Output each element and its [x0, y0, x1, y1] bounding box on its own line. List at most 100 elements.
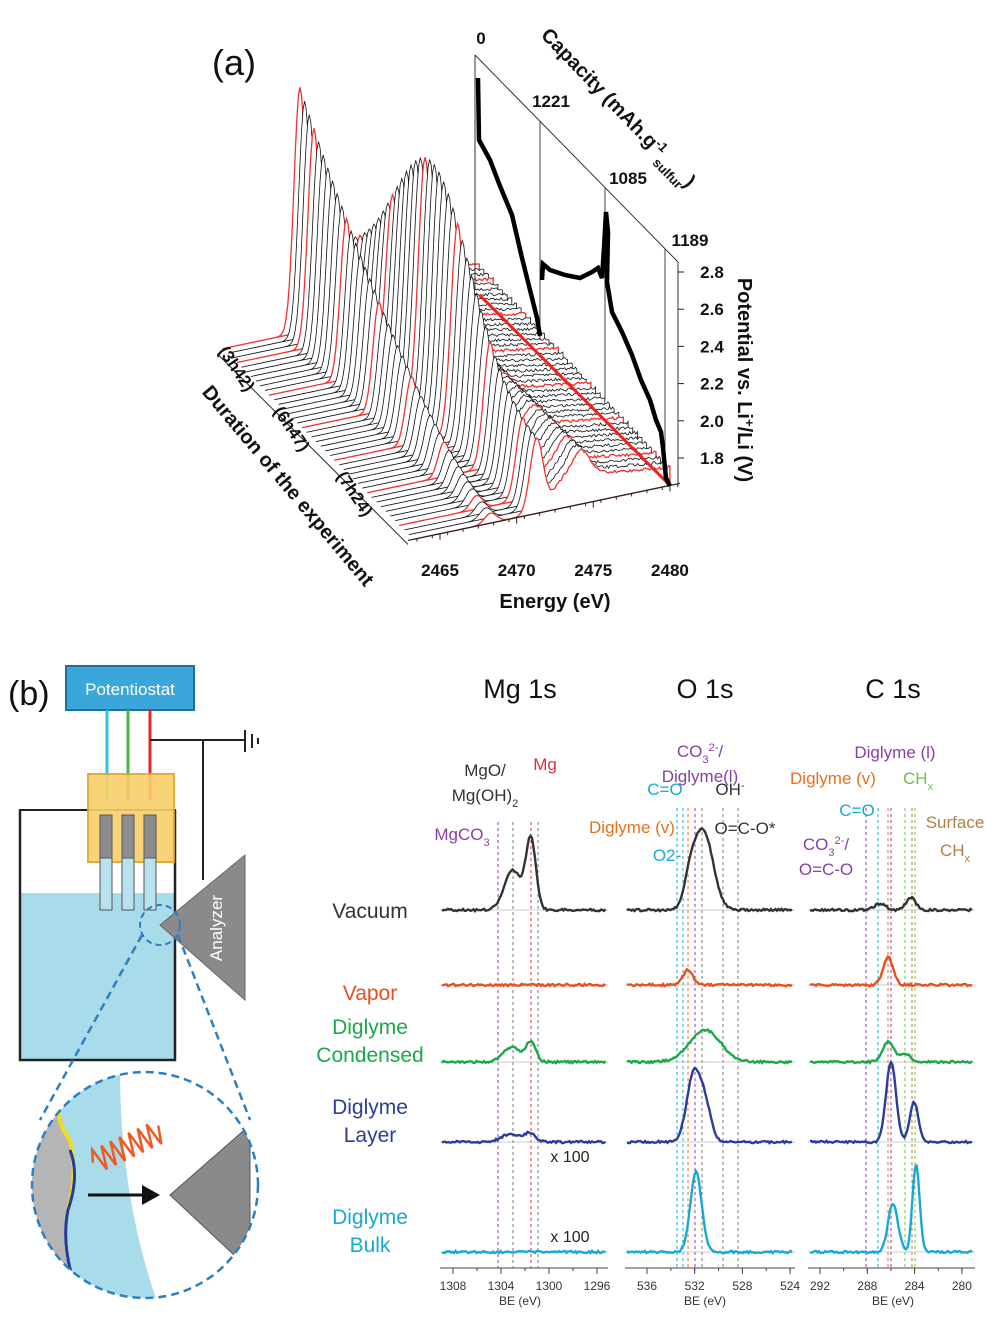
peak-label-part: Mg(OH)	[452, 786, 512, 805]
peak-label-part: MgO/	[464, 761, 506, 780]
peak-label: MgCO3	[434, 825, 489, 849]
xps-spectrum	[626, 1066, 793, 1145]
arrow-head	[142, 1185, 160, 1205]
peak-label-part: 3	[483, 837, 489, 849]
xps-spectrum	[809, 895, 973, 913]
peak-label-part: CO	[677, 742, 703, 761]
peak-label: Diglyme (l)	[854, 743, 935, 762]
row-label: Diglyme	[332, 1096, 408, 1119]
peak-label-part: -	[741, 780, 745, 792]
capacity-tick-label: 0	[476, 29, 485, 48]
peak-label-part: Diglyme (l)	[854, 743, 935, 762]
panel-label: (a)	[212, 42, 256, 83]
row-label: Vapor	[343, 982, 397, 1005]
analyzer-label: Analyzer	[207, 895, 226, 961]
row-label: Bulk	[350, 1234, 391, 1257]
front-axis	[407, 482, 681, 542]
xps-spectrum	[441, 833, 607, 914]
xps-spectrum	[441, 1248, 606, 1255]
depth-tick-label: (6h47)	[270, 403, 314, 455]
x-axis-title: BE (eV)	[684, 1294, 726, 1308]
x-tick-label: 536	[637, 1279, 657, 1293]
x-tick-label: 524	[780, 1279, 800, 1293]
xps-spectrum	[809, 955, 973, 988]
peak-label-part: /	[844, 835, 849, 854]
peak-label-part: x	[965, 853, 971, 865]
zoom-line	[38, 934, 144, 1121]
peak-label-part: O=C-O*	[715, 819, 776, 838]
zoom-circle	[139, 904, 181, 946]
peak-label-part: 3	[828, 847, 834, 859]
frame	[474, 54, 679, 263]
x-axis-title: BE (eV)	[499, 1294, 541, 1308]
xps-spectrum	[809, 1164, 973, 1255]
peak-label: CHx	[903, 769, 934, 793]
row-label: Layer	[344, 1124, 397, 1147]
peak-label-part: Diglyme(l)	[662, 767, 739, 786]
potential-title-part: +	[743, 419, 758, 427]
peak-label-part: x	[928, 781, 934, 793]
xps-spectrum	[626, 967, 793, 988]
x-axis-title: BE (eV)	[872, 1294, 914, 1308]
xps-spectrum	[809, 1059, 973, 1145]
analyzer	[159, 853, 246, 1002]
panel-label: (b)	[8, 675, 50, 713]
row-label: Diglyme	[332, 1016, 408, 1039]
peak-label: O2-	[653, 846, 681, 865]
x-tick-label: 2470	[498, 561, 536, 580]
column-title: O 1s	[676, 674, 733, 704]
capacity-title-part: Capacity (mAh.g	[536, 24, 661, 153]
peak-label-part: O	[653, 846, 666, 865]
schematic: Potentiostat Analyzer (b)	[8, 665, 260, 1300]
peak-label-part: 2	[512, 798, 518, 810]
peak-label-part: 2-	[666, 846, 681, 865]
peak-label: O=C-O*	[715, 819, 776, 838]
peak-label-part: C=O	[839, 801, 874, 820]
peak-label-part: /	[718, 742, 723, 761]
y-tick-label: 2.6	[700, 300, 724, 319]
y-tick-label: 2.8	[700, 263, 724, 282]
x-tick-label: 280	[952, 1279, 972, 1293]
potential-curve	[475, 77, 543, 337]
potential-curve	[539, 211, 673, 488]
peak-label: Diglyme(l)	[662, 767, 739, 786]
multiplier: x 100	[550, 1149, 589, 1166]
capacity-tick-label: 1189	[672, 231, 709, 250]
x-tick-label: 528	[732, 1279, 752, 1293]
zoom-analyzer	[169, 1123, 251, 1272]
peak-label-part: MgCO	[434, 825, 483, 844]
x-tick-label: 292	[810, 1279, 830, 1293]
capacity-tick-label: 1085	[609, 169, 647, 188]
peak-label: CO32-/	[677, 742, 723, 766]
potential-title-part: Potential vs. Li	[733, 278, 755, 419]
peak-label: C=O	[839, 801, 874, 820]
photoelectron-wave	[90, 1123, 163, 1171]
x-tick-label: 2480	[651, 561, 689, 580]
peak-label: CHx	[940, 841, 971, 865]
peak-label: MgO/	[464, 761, 506, 780]
xps-spectrum	[626, 1168, 793, 1255]
peak-label-part: Mg	[533, 755, 557, 774]
multiplier: x 100	[550, 1229, 589, 1246]
row-label: Vacuum	[332, 900, 407, 923]
peak-label-part: O=C-O	[799, 860, 853, 879]
x-tick-label: 1304	[488, 1279, 515, 1293]
x-tick-label: 1308	[440, 1279, 467, 1293]
peak-label: C=O	[647, 780, 682, 799]
x-tick-label: 532	[685, 1279, 705, 1293]
peak-label-part: Diglyme (v)	[589, 818, 675, 837]
peak-label: OH-	[715, 780, 745, 799]
waterfall	[222, 87, 671, 540]
y-tick-label: 2.2	[700, 375, 724, 394]
xps-spectrum	[809, 1039, 973, 1065]
y-tick-label: 1.8	[700, 449, 724, 468]
peak-label-part: OH	[715, 780, 741, 799]
potentiostat-label: Potentiostat	[85, 680, 175, 699]
y-tick-label: 2.0	[700, 412, 724, 431]
x-tick-label: 288	[857, 1279, 877, 1293]
electrode-tip	[121, 857, 135, 911]
x-tick-label: 1300	[536, 1279, 563, 1293]
depth-axis	[216, 353, 409, 545]
peak-label: Diglyme (v)	[589, 818, 675, 837]
